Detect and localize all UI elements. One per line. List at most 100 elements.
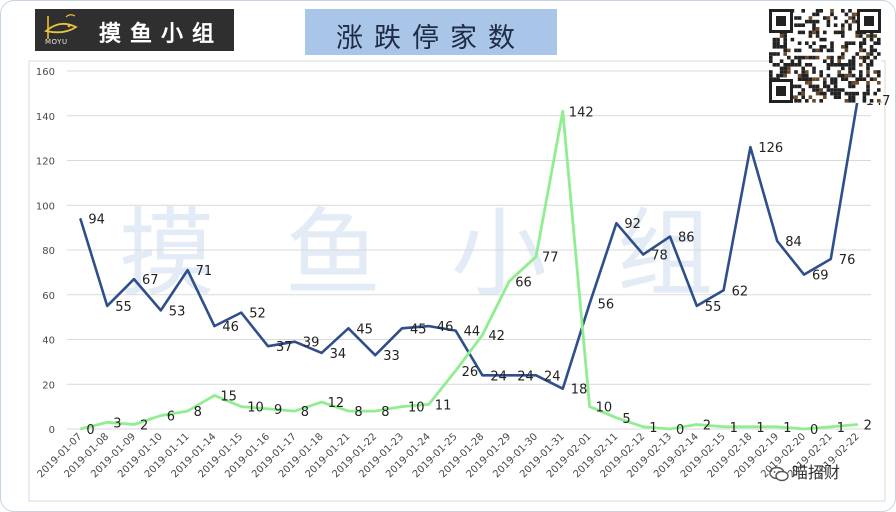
data-label: 1: [783, 421, 791, 436]
data-point: [615, 222, 618, 224]
data-label: 10: [247, 401, 264, 416]
data-point: [374, 410, 377, 412]
data-point: [401, 327, 403, 330]
data-point: [535, 255, 537, 258]
y-tick-label: 120: [36, 157, 55, 168]
data-label: 71: [196, 264, 213, 279]
data-point: [401, 405, 403, 408]
data-label: 10: [596, 401, 613, 416]
data-point: [240, 405, 242, 408]
data-point: [133, 423, 135, 426]
data-label: 11: [435, 398, 452, 413]
data-label: 18: [571, 383, 588, 398]
data-point: [347, 327, 350, 330]
data-label: 45: [410, 322, 427, 337]
data-point: [588, 302, 591, 305]
data-point: [481, 334, 484, 336]
data-point: [374, 354, 377, 356]
y-tick-label: 20: [42, 380, 55, 391]
data-label: 15: [220, 389, 237, 404]
data-label: 142: [569, 105, 594, 120]
data-point: [454, 329, 457, 332]
data-point: [535, 374, 537, 377]
data-point: [481, 374, 484, 377]
data-point: [79, 428, 82, 430]
data-label: 1: [649, 421, 657, 436]
plot-border: [28, 60, 886, 502]
data-point: [615, 417, 618, 419]
data-label: 1: [730, 421, 738, 436]
data-point: [696, 305, 698, 307]
data-point: [669, 428, 671, 430]
data-point: [294, 340, 296, 343]
y-tick-label: 40: [42, 336, 55, 347]
series-line-1: [79, 99, 859, 391]
wechat-icon: [769, 466, 789, 481]
data-label: 6: [167, 410, 175, 425]
data-label: 69: [812, 269, 829, 284]
data-point: [106, 305, 108, 307]
y-tick-label: 0: [49, 425, 55, 436]
data-point: [320, 401, 323, 403]
data-point: [133, 278, 135, 280]
data-point: [428, 325, 430, 327]
data-point: [722, 289, 725, 292]
data-point: [347, 410, 350, 412]
data-point: [696, 423, 698, 426]
data-label: 66: [515, 275, 532, 290]
data-label: 46: [222, 320, 239, 335]
data-label: 2: [864, 419, 872, 434]
data-point: [213, 325, 216, 327]
data-label: 8: [354, 405, 362, 420]
data-label: 33: [383, 349, 400, 364]
data-point: [160, 414, 162, 417]
title-banner: 涨跌停家数: [305, 9, 557, 55]
data-label: 24: [490, 369, 507, 384]
data-point: [856, 423, 859, 426]
data-point: [722, 425, 725, 428]
data-label: 52: [249, 307, 266, 322]
data-label: 0: [810, 423, 818, 438]
data-point: [267, 345, 269, 348]
series-line-2: [80, 109, 858, 431]
data-point: [508, 280, 511, 283]
data-label: 37: [276, 340, 293, 355]
data-label: 42: [488, 329, 505, 344]
data-point: [776, 240, 778, 242]
data-label: 45: [356, 322, 373, 337]
data-label: 78: [651, 248, 668, 263]
data-point: [186, 269, 189, 271]
data-point: [830, 258, 832, 260]
data-point: [294, 410, 296, 412]
data-point: [428, 403, 430, 406]
data-point: [642, 425, 644, 428]
data-label: 1: [837, 421, 845, 436]
data-point: [562, 387, 564, 390]
data-point: [749, 146, 752, 148]
data-label: 3: [113, 416, 121, 431]
brand-logo: MOYU 摸鱼小组: [35, 9, 234, 51]
data-point: [240, 311, 242, 314]
data-label: 55: [705, 300, 722, 315]
data-label: 2: [140, 419, 148, 434]
wechat-label: 喵招财: [792, 463, 841, 482]
data-point: [803, 273, 805, 276]
data-point: [588, 405, 591, 408]
data-point: [320, 352, 323, 354]
data-label: 24: [544, 369, 561, 384]
data-label: 46: [437, 320, 454, 335]
data-point: [267, 408, 269, 410]
data-label: 84: [785, 235, 802, 250]
logo-small-text: MOYU: [45, 38, 68, 46]
data-label: 34: [330, 347, 347, 362]
data-label: 1: [756, 421, 764, 436]
data-label: 26: [462, 365, 479, 380]
data-label: 56: [598, 298, 615, 313]
y-tick-label: 140: [36, 112, 55, 123]
data-point: [106, 421, 108, 424]
data-label: 92: [624, 217, 641, 232]
data-point: [749, 425, 752, 428]
data-point: [830, 425, 832, 428]
data-point: [79, 217, 82, 220]
